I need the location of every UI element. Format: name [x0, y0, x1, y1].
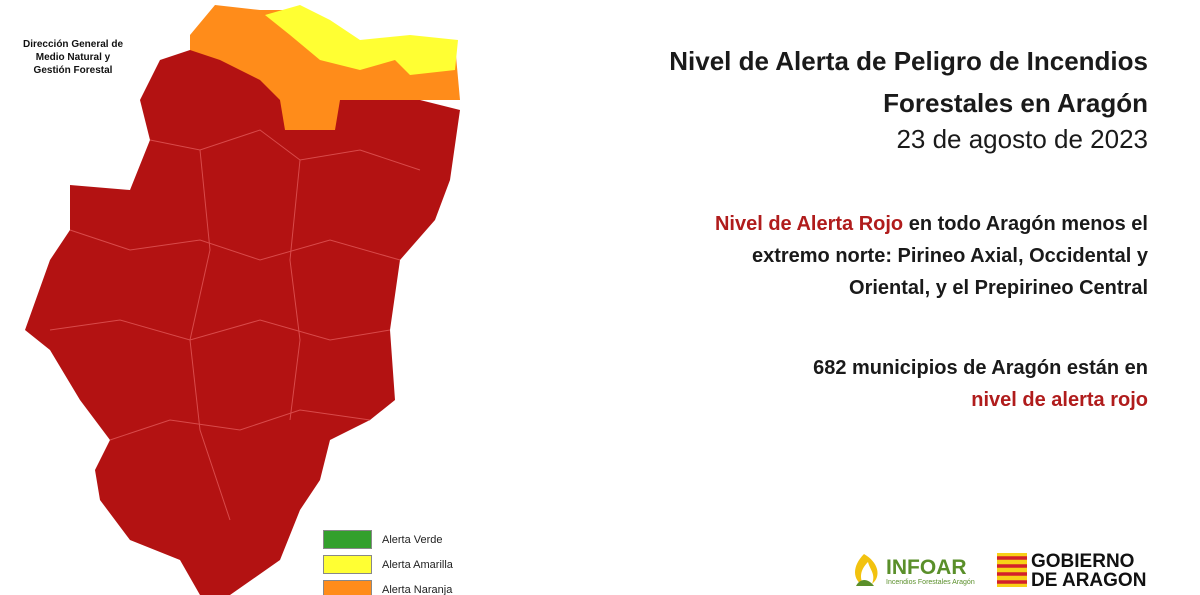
- legend-label: Alerta Verde: [382, 533, 443, 546]
- map: [25, 5, 460, 595]
- municipalities: 682 municipios de Aragón están en nivel …: [813, 352, 1148, 416]
- agency-line: Dirección General de: [22, 39, 124, 50]
- title: Nivel de Alerta de Peligro de Incendios F…: [669, 40, 1148, 124]
- title-line: Forestales en Aragón: [883, 88, 1148, 118]
- title-line: Nivel de Alerta de Peligro de Incendios: [669, 46, 1148, 76]
- agency-line: Medio Natural y: [35, 52, 111, 63]
- infoar-logo: INFOAR: [886, 556, 967, 579]
- legend: Alerta Verde Alerta Amarilla Alerta Naranj…: [323, 527, 453, 595]
- gobierno-logo: GOBIERNO DE ARAGON: [1031, 552, 1146, 590]
- aragon-flag: [997, 553, 1027, 587]
- agency: Dirección General de Medio Natural y Gesti…: [8, 38, 138, 77]
- legend-item: Alerta Naranja: [323, 577, 453, 595]
- legend-item: Alerta Amarilla: [323, 552, 453, 577]
- infoar-tagline: Incendios Forestales Aragón: [886, 579, 975, 586]
- infoar-icon: [855, 554, 878, 586]
- summary-line: Nivel de Alerta Rojo en todo Aragón meno…: [715, 208, 1148, 240]
- yellow-zone: [265, 5, 458, 75]
- red-zone: [25, 45, 460, 595]
- summary-line: Oriental, y el Prepirineo Central: [715, 272, 1148, 304]
- municipalities-text: 682 municipios de Aragón están en: [813, 357, 1148, 379]
- summary-text: extremo norte: Pirineo Axial, Occidental…: [751, 245, 1148, 267]
- region-borders: [49, 129, 421, 521]
- date: 23 de agosto de 2023: [896, 124, 1148, 154]
- orange-zone: [190, 5, 460, 130]
- legend-item: Alerta Verde: [323, 527, 453, 552]
- gobierno-line: DE ARAGON: [1031, 570, 1147, 591]
- gobierno-line: GOBIERNO: [1031, 551, 1135, 572]
- municipalities-highlight: nivel de alerta rojo: [971, 389, 1148, 411]
- legend-swatch: [323, 530, 372, 549]
- legend-label: Alerta Naranja: [382, 583, 453, 595]
- legend-swatch: [323, 580, 372, 595]
- summary-highlight: Nivel de Alerta Rojo: [714, 213, 904, 235]
- summary-text: Oriental, y el Prepirineo Central: [849, 277, 1148, 299]
- legend-swatch: [323, 555, 372, 574]
- summary-text: en todo Aragón menos el: [903, 213, 1148, 235]
- summary: Nivel de Alerta Rojo en todo Aragón meno…: [715, 208, 1148, 304]
- agency-line: Gestión Forestal: [33, 65, 113, 76]
- legend-label: Alerta Amarilla: [382, 558, 453, 571]
- summary-line: extremo norte: Pirineo Axial, Occidental…: [715, 240, 1148, 272]
